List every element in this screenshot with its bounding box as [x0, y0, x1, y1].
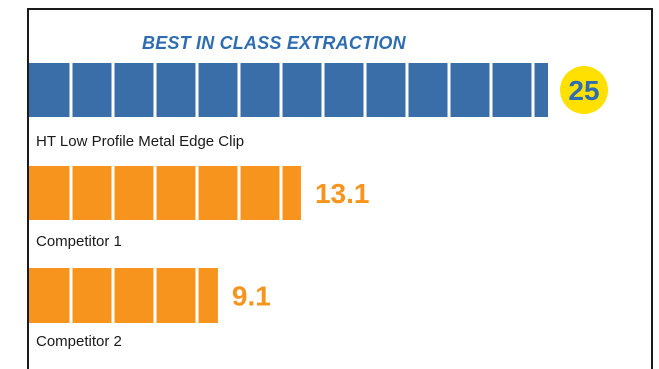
bar-1-segment-divider [279, 63, 283, 117]
bar-2-segment-divider [153, 166, 157, 220]
chart-title: BEST IN CLASS EXTRACTION [142, 33, 406, 53]
value-highlight-circle [560, 66, 608, 114]
bar-2-segment-divider [279, 166, 283, 220]
bar-2 [29, 166, 301, 220]
bar-2-segment-divider [111, 166, 115, 220]
value-label-3: 9.1 [232, 281, 271, 312]
bar-1-segment-divider [531, 63, 535, 117]
category-label-3: Competitor 2 [36, 333, 122, 350]
bar-3-segment-divider [195, 268, 199, 323]
bar-1-segment-divider [363, 63, 367, 117]
bar-2-segment-divider [195, 166, 199, 220]
bar-3-segment-divider [153, 268, 157, 323]
bar-1 [29, 63, 548, 117]
bar-1-segment-divider [153, 63, 157, 117]
value-label-1: 25 [568, 75, 599, 106]
value-label-2: 13.1 [315, 178, 370, 209]
category-label-2: Competitor 1 [36, 233, 122, 250]
bar-2-segment-divider [69, 166, 73, 220]
bar-1-segment-divider [69, 63, 73, 117]
bar-2-segment-divider [237, 166, 241, 220]
bar-1-segment-divider [195, 63, 199, 117]
bar-3 [29, 268, 218, 323]
bar-1-segment-divider [447, 63, 451, 117]
frame-right-border [651, 8, 653, 369]
bar-1-segment-divider [405, 63, 409, 117]
frame-top-border [27, 8, 653, 10]
bar-1-segment-divider [111, 63, 115, 117]
bar-1-segment-divider [321, 63, 325, 117]
bar-1-segment-divider [237, 63, 241, 117]
frame-left-border [27, 8, 29, 369]
bar-3-segment-divider [111, 268, 115, 323]
bar-3-segment-divider [69, 268, 73, 323]
category-label-1: HT Low Profile Metal Edge Clip [36, 133, 244, 150]
bar-1-segment-divider [489, 63, 493, 117]
